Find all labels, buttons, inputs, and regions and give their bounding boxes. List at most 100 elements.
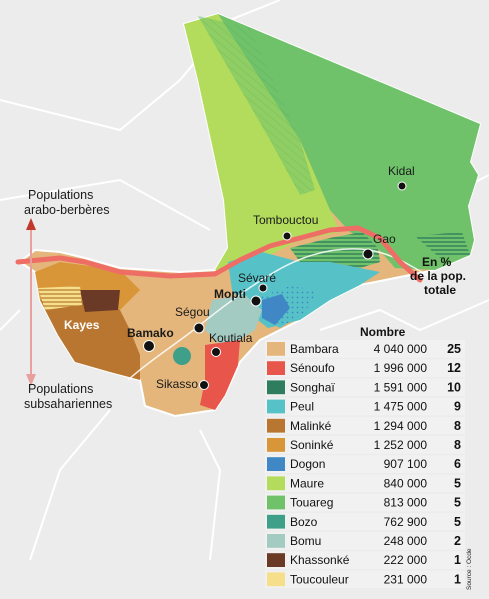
legend-row-background (265, 455, 465, 473)
legend-row: Touareg 813 000 5 (265, 493, 465, 512)
niger-river (127, 248, 436, 381)
city-sevare: Sévaré (238, 271, 276, 293)
region-dogon-core (262, 294, 290, 325)
legend-swatch (267, 399, 285, 414)
legend-number: 840 000 (384, 476, 428, 490)
legend-swatch (267, 572, 285, 587)
legend-swatch (267, 418, 285, 433)
legend-row: Bambara 4 040 000 25 (265, 340, 465, 358)
south-label-line-1: Populations (28, 382, 93, 396)
legend-swatch (267, 514, 285, 529)
legend-row-background (265, 416, 465, 435)
legend-percent: 10 (447, 380, 461, 394)
city-label: Tombouctou (253, 213, 318, 227)
legend-swatch (267, 534, 285, 548)
legend-number: 248 000 (384, 534, 428, 548)
legend-row-background (265, 551, 465, 569)
legend-header-number: Nombre (360, 325, 406, 339)
legend-ethnic-name: Dogon (290, 457, 325, 471)
legend-row: Dogon 907 100 6 (265, 455, 465, 473)
city-label: Gao (373, 232, 396, 246)
city-sikasso: Sikasso (156, 377, 209, 391)
region-label-kayes: Kayes (64, 318, 100, 332)
legend-percent: 5 (454, 515, 461, 529)
region-maure-touareg-mix (198, 16, 315, 195)
region-senoufo (200, 340, 240, 410)
legend-percent: 9 (454, 400, 461, 414)
city-kidal: Kidal (388, 164, 415, 191)
population-arrow (26, 218, 36, 386)
legend-swatch (267, 495, 285, 510)
legend-number: 222 000 (384, 553, 428, 567)
legend-row-background (265, 512, 465, 531)
city-mopti: Mopti (214, 287, 262, 307)
city-gao: Gao (362, 232, 396, 260)
region-bomu (205, 295, 262, 345)
legend-row: Toucouleur 231 000 1 (265, 570, 465, 589)
legend-row-background (265, 493, 465, 512)
north-label-line-2: arabo-berbères (24, 203, 109, 217)
legend-table: Nombre En % de la pop. totale Bambara 4 0… (265, 255, 473, 590)
city-label: Kidal (388, 164, 415, 178)
legend-swatch (267, 553, 285, 567)
legend-row-background (265, 474, 465, 493)
legend-row: Sénoufo 1 996 000 12 (265, 359, 465, 377)
legend-swatch (267, 438, 285, 452)
region-maure (184, 14, 340, 270)
city-koutiala: Koutiala (209, 331, 253, 357)
north-label-line-1: Populations (28, 188, 93, 202)
legend-number: 1 252 000 (374, 438, 428, 452)
legend-percent: 2 (454, 534, 461, 548)
legend-row: Peul 1 475 000 9 (265, 397, 465, 416)
legend-ethnic-name: Bozo (290, 515, 318, 529)
legend-row-background (265, 436, 465, 454)
legend-row: Soninké 1 252 000 8 (265, 436, 465, 454)
legend-row-background (265, 532, 465, 550)
legend-ethnic-name: Peul (290, 400, 314, 414)
legend-ethnic-name: Malinké (290, 419, 332, 433)
legend-number: 907 100 (384, 457, 428, 471)
legend-number: 1 591 000 (374, 380, 428, 394)
legend-row-background (265, 359, 465, 377)
legend-number: 1 294 000 (374, 419, 428, 433)
legend-header-percent-3: totale (424, 283, 456, 297)
legend-number: 4 040 000 (374, 342, 428, 356)
legend-row-background (265, 397, 465, 416)
legend-percent: 12 (447, 361, 461, 375)
legend-header-percent-2: de la pop. (410, 269, 466, 283)
south-populations-label: Populations subsahariennes (24, 382, 112, 411)
legend-swatch (267, 361, 285, 375)
legend-number: 1 996 000 (374, 361, 428, 375)
city-tombouctou: Tombouctou (253, 213, 318, 241)
legend-row: Bomu 248 000 2 (265, 532, 465, 550)
legend-swatch (267, 342, 285, 356)
legend-ethnic-name: Bomu (290, 534, 321, 548)
legend-ethnic-name: Khassonké (290, 553, 350, 567)
region-touareg (218, 14, 480, 270)
region-khassonke (80, 290, 120, 312)
legend-ethnic-name: Touareg (290, 496, 333, 510)
city-segou: Ségou (175, 305, 210, 334)
legend-number: 813 000 (384, 496, 428, 510)
legend-ethnic-name: Maure (290, 476, 324, 490)
legend-swatch (267, 476, 285, 491)
legend-row: Songhaï 1 591 000 10 (265, 378, 465, 397)
legend-percent: 6 (454, 457, 461, 471)
city-bamako: Bamako (127, 326, 174, 352)
legend-swatch (267, 457, 285, 471)
ethnic-boundary-line (15, 225, 423, 283)
legend-percent: 8 (454, 438, 461, 452)
legend-row-background (265, 570, 465, 589)
source-note: Source : Ocde (466, 548, 473, 590)
legend-percent: 1 (454, 572, 461, 586)
legend-header-percent-1: En % (422, 255, 452, 269)
legend-percent: 5 (454, 496, 461, 510)
legend-row: Malinké 1 294 000 8 (265, 416, 465, 435)
legend-percent: 1 (454, 553, 461, 567)
region-songhai-east (415, 232, 470, 258)
legend-number: 1 475 000 (374, 400, 428, 414)
north-populations-label: Populations arabo-berbères (24, 188, 109, 217)
